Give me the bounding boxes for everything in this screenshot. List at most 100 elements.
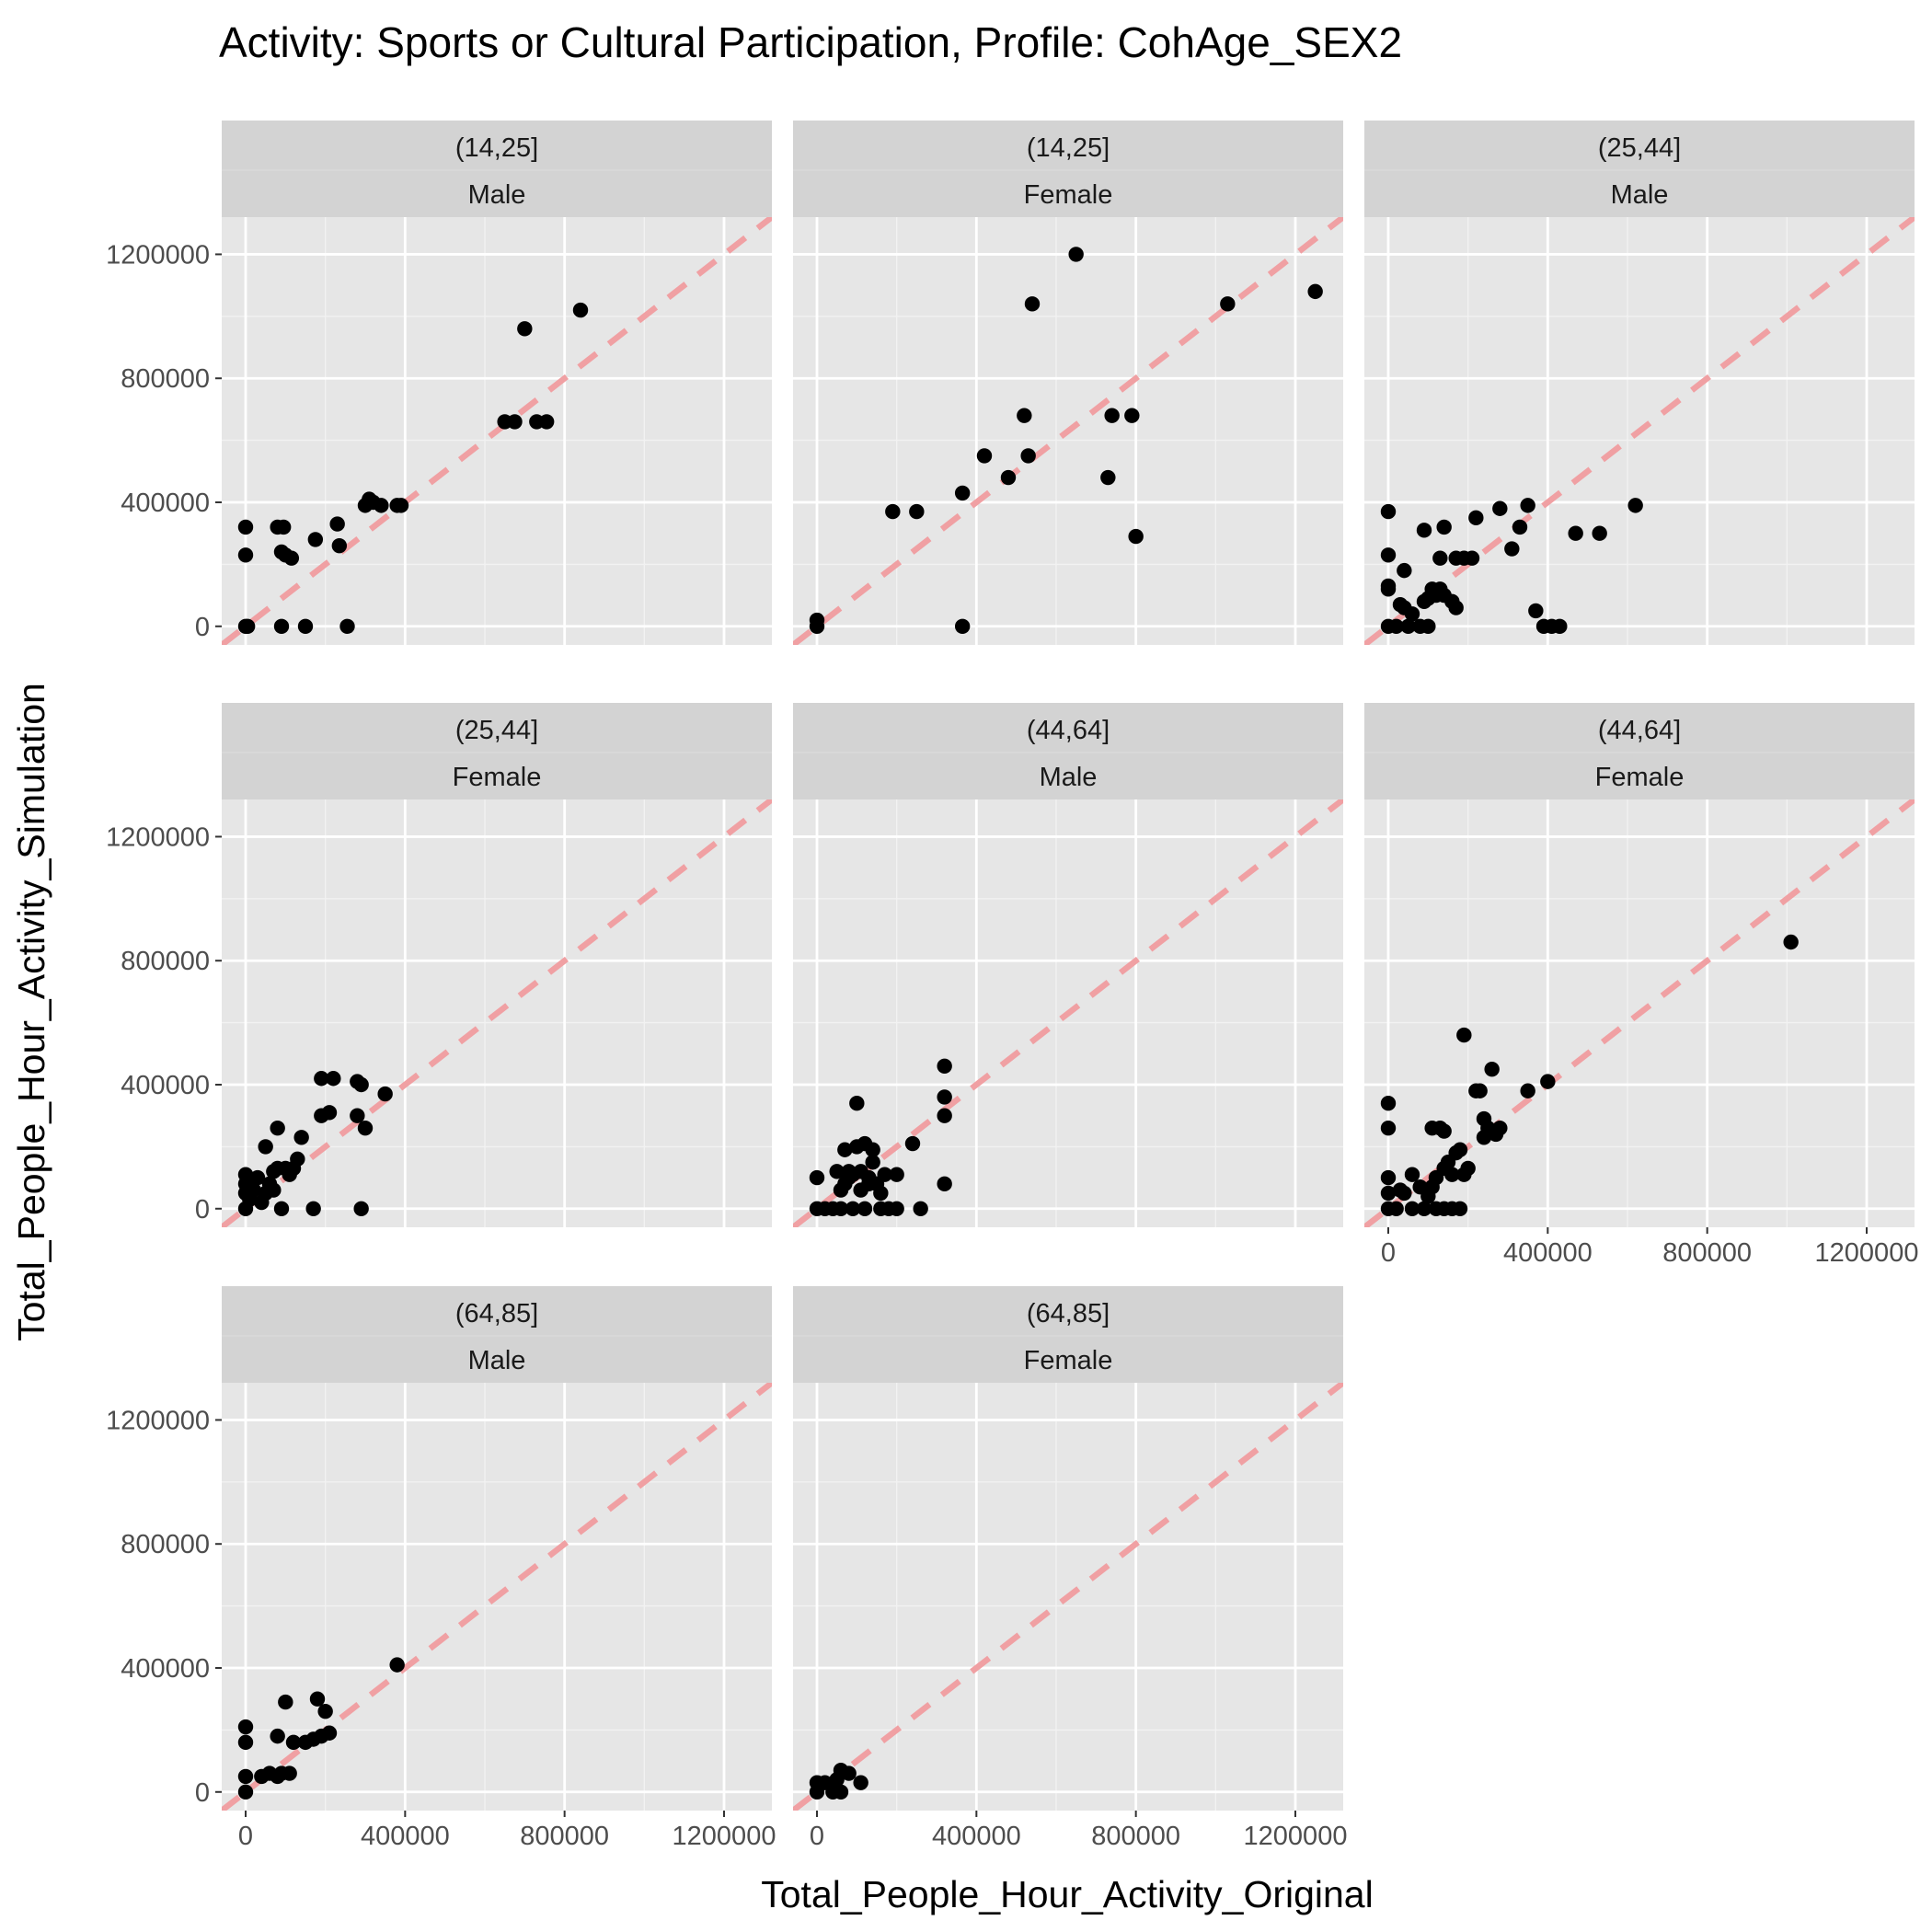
- x-tick-label: 1200000: [1244, 1822, 1348, 1851]
- data-point: [1472, 1083, 1488, 1098]
- data-point: [331, 537, 348, 554]
- data-point: [873, 1185, 889, 1202]
- data-point: [1552, 618, 1568, 634]
- data-point: [1464, 550, 1480, 566]
- data-point: [1000, 469, 1017, 486]
- panel-plot-area: [222, 1383, 772, 1811]
- data-point: [1380, 1169, 1397, 1186]
- data-point: [909, 503, 925, 520]
- data-point: [865, 1142, 880, 1157]
- panel-plot-area: [222, 799, 772, 1227]
- reference-line: [1364, 217, 1915, 645]
- data-point: [1783, 934, 1799, 950]
- data-point: [1380, 1185, 1397, 1202]
- data-point: [889, 1201, 904, 1216]
- data-point: [833, 1201, 849, 1216]
- data-point: [393, 498, 409, 513]
- data-point: [297, 618, 314, 634]
- data-point: [1420, 618, 1436, 634]
- data-point: [317, 1703, 333, 1719]
- data-point: [853, 1775, 868, 1790]
- data-point: [239, 618, 256, 634]
- panel-plot-area: [793, 799, 1343, 1227]
- data-point: [1492, 1120, 1508, 1136]
- strip-sex-label: Female: [1024, 180, 1113, 210]
- strip-sex-label: Female: [1024, 1346, 1113, 1375]
- x-tick-label: 1200000: [673, 1822, 776, 1851]
- x-tick-label: 0: [238, 1822, 253, 1851]
- data-point: [283, 550, 300, 566]
- data-point: [266, 1182, 282, 1198]
- x-tick-label: 400000: [1503, 1238, 1593, 1268]
- reference-line: [793, 1383, 1343, 1811]
- data-point: [237, 1719, 254, 1735]
- data-point: [258, 1139, 273, 1155]
- panel-plot-area: [793, 1383, 1343, 1811]
- data-point: [837, 1142, 853, 1157]
- strip-sex-label: Male: [468, 1346, 526, 1375]
- y-tick-label: 400000: [121, 1654, 210, 1684]
- data-point: [305, 1201, 321, 1216]
- strip-sex-label: Female: [453, 763, 542, 792]
- facet-panel-6: (44,64] Female 0 400000 800000 1200000: [1364, 703, 1918, 1268]
- strip-age-label: (44,64]: [1027, 716, 1110, 745]
- facet-strip: [1364, 703, 1915, 799]
- data-point: [1448, 600, 1464, 615]
- strip-sex-label: Female: [1595, 763, 1685, 792]
- chart-title: Activity: Sports or Cultural Participati…: [219, 18, 1402, 66]
- data-point: [1380, 1120, 1397, 1136]
- data-point: [270, 1120, 285, 1136]
- y-tick-label: 800000: [121, 947, 210, 976]
- data-point: [572, 302, 589, 318]
- data-point: [865, 1155, 880, 1170]
- data-point: [809, 1169, 825, 1186]
- facet-panel-2: (14,25] Female: [793, 121, 1343, 645]
- strip-age-label: (25,44]: [1598, 133, 1681, 163]
- data-point: [1388, 1201, 1404, 1216]
- data-point: [1388, 618, 1404, 634]
- data-point: [1380, 503, 1397, 520]
- data-point: [1400, 618, 1416, 634]
- y-tick-label: 0: [195, 1195, 210, 1225]
- data-point: [278, 1694, 293, 1710]
- data-point: [329, 516, 345, 532]
- x-tick-label: 0: [810, 1822, 824, 1851]
- data-point: [285, 1734, 302, 1751]
- data-point: [833, 1784, 849, 1800]
- data-point: [1452, 1201, 1468, 1216]
- data-point: [845, 1201, 861, 1216]
- data-point: [1627, 498, 1643, 513]
- data-point: [293, 1130, 309, 1145]
- facet-panel-8: (64,85] Female 0 400000 800000 1200000: [793, 1286, 1347, 1851]
- reference-line: [793, 217, 1343, 645]
- data-point: [1492, 500, 1508, 516]
- data-point: [913, 1201, 928, 1216]
- data-point: [1460, 1160, 1476, 1177]
- data-point: [350, 1108, 365, 1123]
- panel-plot-area: [1364, 217, 1915, 645]
- data-point: [1068, 247, 1084, 262]
- data-point: [1104, 408, 1120, 423]
- data-point: [1456, 1027, 1472, 1043]
- facet-strip: [793, 703, 1343, 799]
- y-tick-label: 400000: [121, 489, 210, 518]
- data-point: [937, 1058, 952, 1074]
- data-point: [1432, 550, 1448, 566]
- data-point: [1128, 528, 1144, 545]
- data-point: [353, 1201, 369, 1216]
- data-point: [1416, 1201, 1432, 1216]
- data-point: [237, 547, 254, 563]
- data-point: [1404, 606, 1420, 622]
- reference-line: [222, 799, 772, 1227]
- data-point: [1020, 448, 1036, 464]
- data-point: [357, 1120, 374, 1136]
- data-point: [374, 498, 389, 513]
- data-point: [1404, 1167, 1420, 1182]
- data-point: [1307, 283, 1323, 300]
- data-point: [904, 1135, 921, 1152]
- data-point: [1024, 296, 1041, 312]
- data-point: [237, 1167, 254, 1182]
- strip-sex-label: Male: [1611, 180, 1669, 210]
- panel-plot-area: [222, 217, 772, 645]
